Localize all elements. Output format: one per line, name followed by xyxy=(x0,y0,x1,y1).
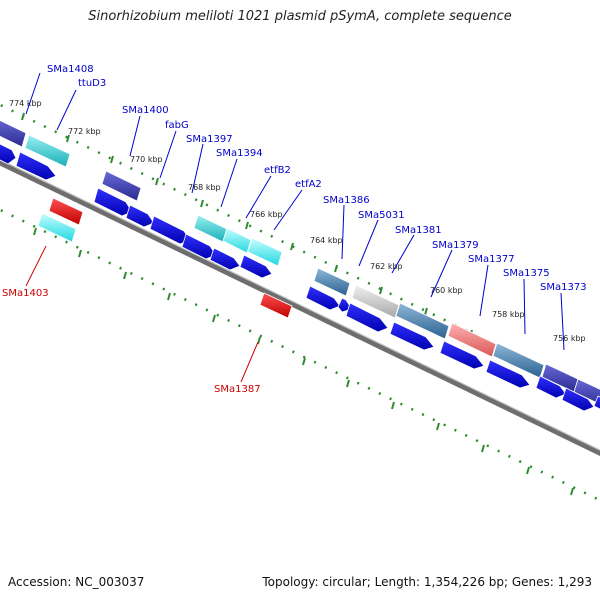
feature-smA1403-red xyxy=(48,197,84,226)
kbp-label: 768 kbp xyxy=(188,183,221,192)
accession-text: Accession: NC_003037 xyxy=(8,575,145,589)
feature-etfB2 xyxy=(247,237,283,267)
gene-label-etfA2: etfA2 xyxy=(295,179,322,190)
kbp-label: 770 kbp xyxy=(130,155,163,164)
inner-major-ticks xyxy=(33,227,574,496)
cds-arrow xyxy=(305,285,341,311)
map-title: Sinorhizobium meliloti 1021 plasmid pSym… xyxy=(88,9,512,24)
gene-label-smA1379: SMa1379 xyxy=(432,240,479,251)
cds-arrows xyxy=(0,143,600,412)
backbone-line xyxy=(0,160,600,456)
cds-arrow xyxy=(345,302,389,333)
gene-label-smA1373: SMa1373 xyxy=(540,282,587,293)
kbp-label: 774 kbp xyxy=(9,99,42,108)
gene-label-smA1397: SMa1397 xyxy=(186,134,233,145)
kbp-label: 764 kbp xyxy=(310,236,343,245)
feature-smA1386 xyxy=(313,267,351,297)
gene-labels-bottom: SMa1403 SMa1387 xyxy=(2,288,261,395)
cds-arrow xyxy=(389,321,435,351)
gene-label-smA1394: SMa1394 xyxy=(216,148,263,159)
cds-arrow xyxy=(0,143,17,165)
feature-smA5031 xyxy=(351,284,400,319)
backbone-highlight xyxy=(0,159,600,451)
cds-arrow xyxy=(485,359,531,389)
cds-arrow xyxy=(239,254,273,279)
gene-label-smA1381: SMa1381 xyxy=(395,225,442,236)
feature-smA1373 xyxy=(573,378,600,405)
leader-lines-bottom xyxy=(25,245,259,383)
kbp-label: 772 kbp xyxy=(68,127,101,136)
cds-arrow xyxy=(125,204,155,228)
feature-smA1387-red xyxy=(259,292,293,319)
gene-label-smA5031: SMa5031 xyxy=(358,210,405,221)
cds-arrow xyxy=(535,375,567,399)
feature-boxes xyxy=(0,119,600,405)
feature-smA1379 xyxy=(447,322,497,358)
gene-label-smA1400: SMa1400 xyxy=(122,105,169,116)
feature-smA1400 xyxy=(101,170,142,202)
cds-arrow xyxy=(209,247,241,271)
feature-smA1394 xyxy=(222,227,252,254)
kbp-label: 758 kbp xyxy=(492,310,525,319)
gene-label-fabG: fabG xyxy=(165,120,189,131)
summary-text: Topology: circular; Length: 1,354,226 bp… xyxy=(262,575,592,589)
leader-lines-top xyxy=(25,72,565,351)
feature-smA1381 xyxy=(395,302,450,340)
kbp-label: 766 kbp xyxy=(250,210,283,219)
gene-label-smA1386: SMa1386 xyxy=(323,195,370,206)
cds-arrow xyxy=(593,395,600,410)
kbp-label: 762 kbp xyxy=(370,262,403,271)
kbp-label: 756 kbp xyxy=(553,334,586,343)
feature-ttuD3 xyxy=(24,134,71,168)
kbp-labels: 774 kbp 772 kbp 770 kbp 768 kbp 766 kbp … xyxy=(9,99,586,343)
gene-label-etfB2: etfB2 xyxy=(264,165,291,176)
gene-label-smA1375: SMa1375 xyxy=(503,268,550,279)
kbp-label: 760 kbp xyxy=(430,286,463,295)
cds-arrow xyxy=(15,151,57,181)
gene-labels-top: SMa1408 ttuD3 SMa1400 fabG SMa1397 SMa13… xyxy=(47,64,587,293)
feature-smA1397 xyxy=(193,214,228,243)
cds-arrow xyxy=(439,340,485,370)
gene-label-smA1408: SMa1408 xyxy=(47,64,94,75)
gene-label-smA1403: SMa1403 xyxy=(2,288,49,299)
gene-label-smA1387: SMa1387 xyxy=(214,384,261,395)
feature-smA1403-cyan xyxy=(37,212,77,243)
gene-label-smA1377: SMa1377 xyxy=(468,254,515,265)
feature-smA1408 xyxy=(0,119,27,148)
gene-label-ttuD3: ttuD3 xyxy=(78,78,106,89)
cds-arrow xyxy=(561,387,595,412)
